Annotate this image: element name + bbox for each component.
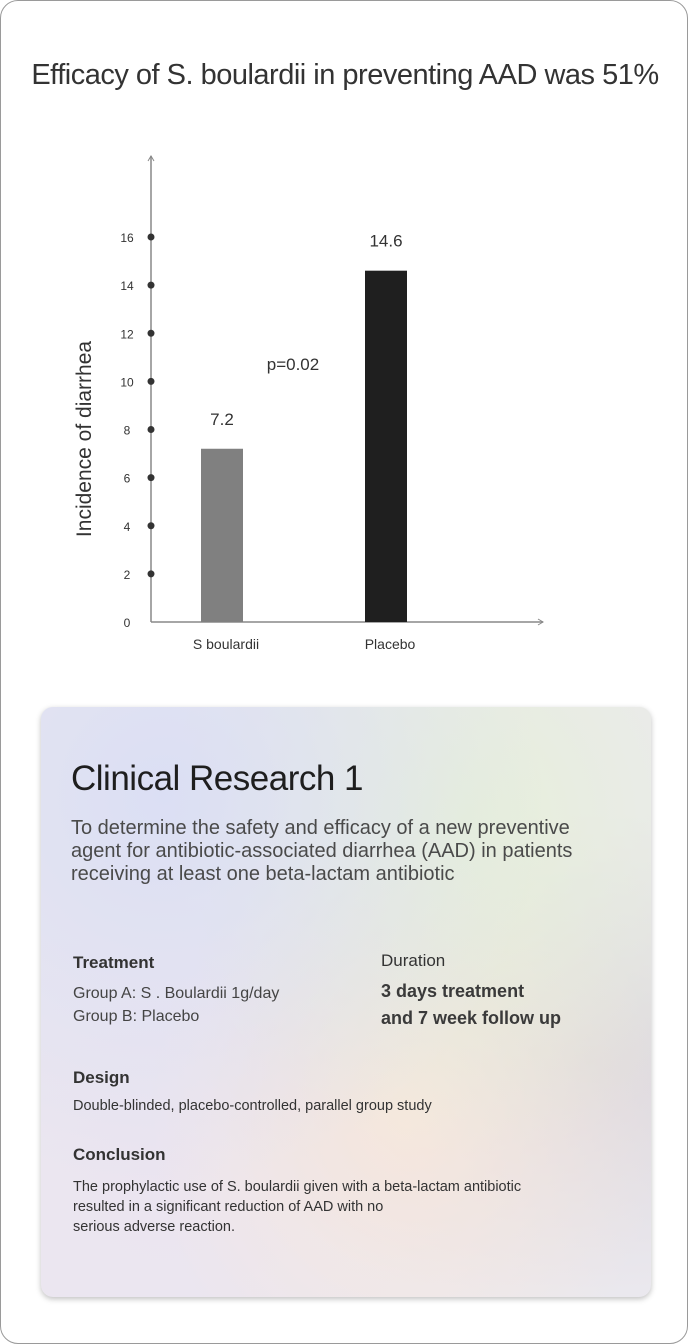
y-tick-dot (147, 329, 155, 337)
treatment-label: Treatment (73, 953, 155, 972)
y-tick-label: 2 (124, 568, 131, 582)
duration-line-2: and 7 week follow up (381, 1008, 562, 1028)
conclusion-text: The prophylactic use of S. boulardii giv… (73, 1177, 521, 1237)
x-axis-arrow (537, 618, 544, 626)
duration-line-1: 3 days treatment (381, 981, 525, 1001)
treatment-group-a: Group A: S . Boulardii 1g/day (73, 985, 280, 1002)
y-tick-dot (147, 426, 155, 433)
y-tick-label: 4 (124, 520, 131, 534)
y-tick-dot (147, 570, 155, 578)
bar-placebo (365, 270, 407, 622)
design-text: Double-blinded, placebo-controlled, para… (73, 1098, 432, 1114)
duration-label: Duration (381, 951, 446, 970)
x-tick-label: S boulardii (193, 636, 259, 652)
bar-s-boulardii (201, 448, 243, 622)
card-title: Clinical Research 1 (71, 759, 364, 798)
duration-value: 3 days treatment and 7 week follow up (381, 978, 561, 1032)
bar-value-label: 14.6 (369, 232, 402, 251)
card-intro: To determine the safety and efficacy of … (71, 817, 573, 885)
chart-title: Efficacy of S. boulardii in preventing A… (31, 59, 659, 91)
y-tick-label: 0 (124, 616, 131, 630)
conclusion-label: Conclusion (73, 1145, 166, 1164)
y-tick-dot (147, 522, 155, 530)
y-tick-dot (147, 233, 155, 241)
conclusion-line-3: serious adverse reaction. (73, 1219, 235, 1235)
p-value-annotation: p=0.02 (267, 355, 319, 374)
design-label: Design (73, 1068, 130, 1087)
y-tick-label: 16 (120, 231, 134, 245)
y-tick-dot (147, 377, 155, 385)
bar-chart: 0 2 4 6 8 10 12 14 16 Incidence of diarrhea 7.2 S b… (73, 155, 544, 652)
conclusion-line-1: The prophylactic use of S. boulardii giv… (73, 1179, 522, 1195)
y-axis-arrow (147, 155, 155, 162)
y-axis-label: Incidence of diarrhea (73, 341, 96, 537)
y-tick-label: 8 (124, 424, 131, 438)
conclusion-line-2: resulted in a significant reduction of A… (73, 1199, 384, 1215)
y-tick-label: 6 (124, 472, 131, 486)
y-tick-dot (147, 281, 155, 289)
y-tick-label: 14 (120, 279, 134, 293)
y-tick-label: 12 (120, 327, 134, 341)
bar-value-label: 7.2 (210, 410, 234, 429)
y-tick-label: 10 (120, 375, 134, 389)
clinical-research-card: Clinical Research 1 To determine the saf… (41, 707, 651, 1297)
y-tick-dot (147, 474, 155, 482)
treatment-group-b: Group B: Placebo (73, 1008, 200, 1025)
x-tick-label: Placebo (365, 636, 416, 652)
